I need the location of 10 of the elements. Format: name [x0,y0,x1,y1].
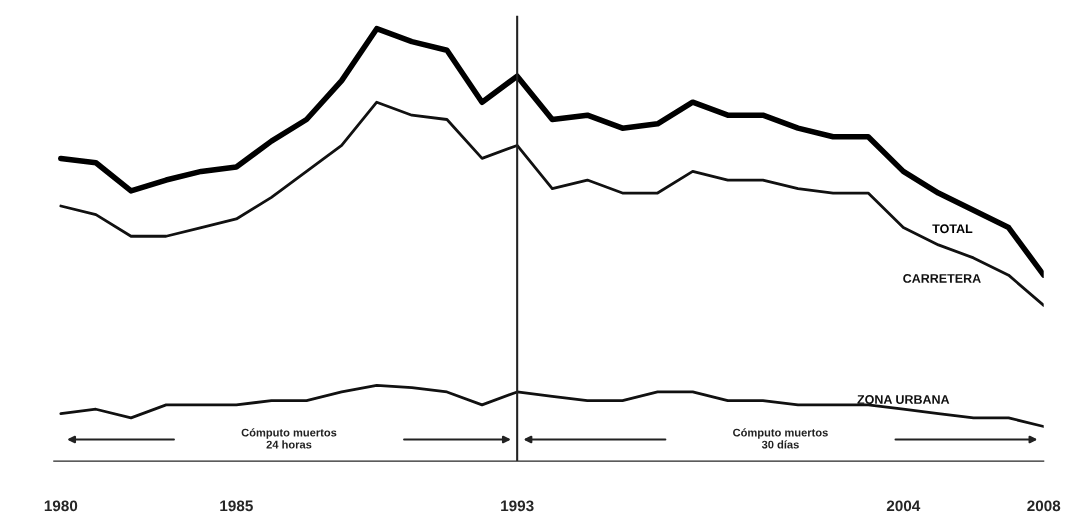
series-label: CARRETERA [903,274,981,283]
x-tick-label: 1980 [44,500,78,512]
annotation: Cómputo muertos 30 días [733,428,828,449]
x-tick-label: 1985 [220,500,253,512]
x-tick-label: 2004 [886,500,921,512]
x-tick-label: 2008 [1027,500,1061,512]
series-label: ZONA URBANA [857,395,950,404]
series-label: TOTAL [932,224,973,234]
x-tick-label: 1993 [501,500,534,512]
annotation: Cómputo muertos 24 horas [241,428,337,449]
